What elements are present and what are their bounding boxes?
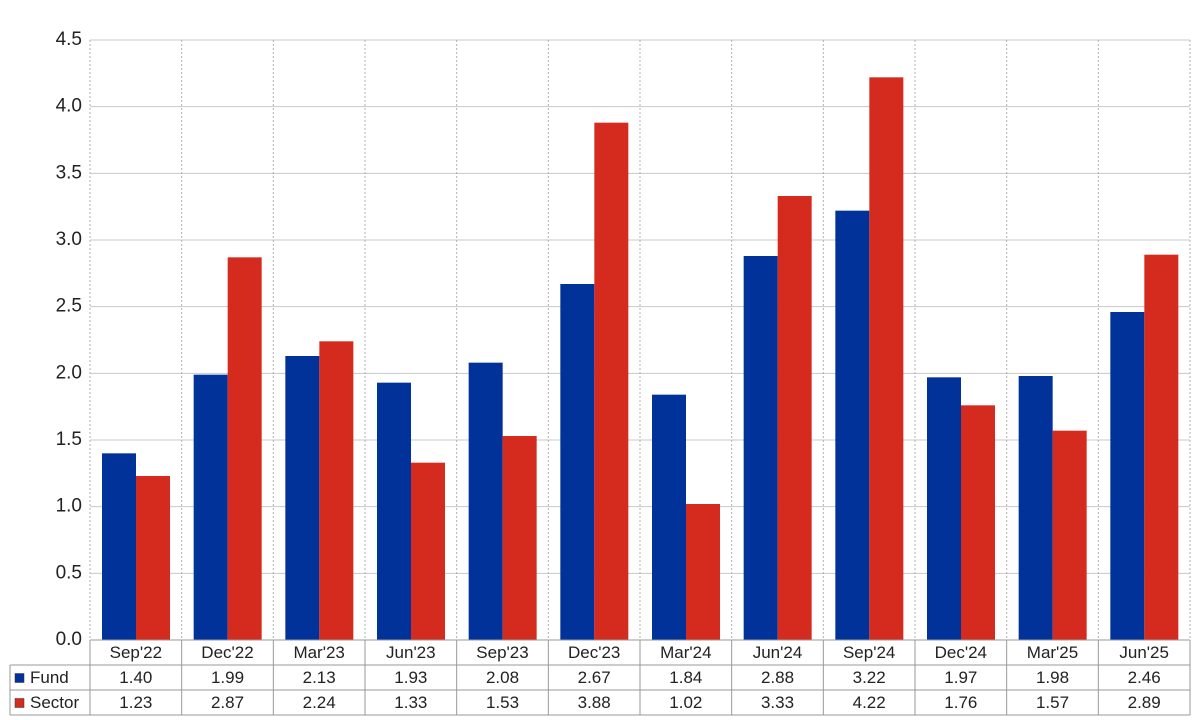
table-value: 1.02 [669, 693, 702, 712]
x-tick-label: Sep'22 [110, 643, 162, 662]
table-value: 2.46 [1128, 668, 1161, 687]
y-tick-label: 4.0 [56, 96, 82, 117]
y-tick-label: 4.5 [56, 29, 82, 50]
bar [193, 374, 228, 640]
y-tick-label: 3.0 [56, 229, 82, 250]
bar [686, 504, 720, 640]
x-tick-label: Mar'25 [1027, 643, 1078, 662]
x-tick-label: Dec'23 [568, 643, 620, 662]
bar [777, 196, 812, 640]
table-value: 3.88 [578, 693, 611, 712]
table-value: 2.24 [303, 693, 336, 712]
table-value: 1.99 [211, 668, 244, 687]
table-value: 1.98 [1036, 668, 1069, 687]
bar [652, 394, 686, 640]
x-tick-label: Mar'24 [660, 643, 711, 662]
bar [743, 256, 778, 640]
bar [468, 362, 503, 640]
table-value: 3.33 [761, 693, 794, 712]
x-tick-label: Dec'22 [201, 643, 253, 662]
table-value: 2.08 [486, 668, 519, 687]
bar [377, 382, 411, 640]
bar [136, 476, 170, 640]
table-value: 2.13 [303, 668, 336, 687]
x-tick-label: Dec'24 [935, 643, 987, 662]
table-value: 1.53 [486, 693, 519, 712]
table-value: 2.88 [761, 668, 794, 687]
table-value: 2.89 [1128, 693, 1161, 712]
bar [1018, 376, 1053, 640]
x-tick-label: Jun'24 [753, 643, 803, 662]
bar [1052, 430, 1087, 640]
table-value: 1.40 [119, 668, 152, 687]
table-value: 1.97 [944, 668, 977, 687]
table-value: 2.87 [211, 693, 244, 712]
table-value: 3.22 [853, 668, 886, 687]
y-tick-label: 0.0 [56, 629, 82, 650]
legend-label: Sector [30, 693, 79, 712]
bar [285, 356, 320, 640]
bar [560, 284, 595, 640]
y-tick-label: 2.0 [56, 362, 82, 383]
legend-label: Fund [30, 668, 69, 687]
x-tick-label: Sep'23 [476, 643, 528, 662]
y-tick-label: 0.5 [56, 562, 82, 583]
bar [411, 462, 445, 640]
x-tick-label: Sep'24 [843, 643, 895, 662]
y-tick-label: 1.0 [56, 496, 82, 517]
bar [869, 77, 904, 641]
y-tick-label: 3.5 [56, 162, 82, 183]
y-tick-label: 2.5 [56, 296, 82, 317]
table-value: 1.93 [394, 668, 427, 687]
legend-swatch [14, 673, 25, 683]
x-tick-label: Jun'23 [386, 643, 436, 662]
y-tick-label: 1.5 [56, 429, 82, 450]
table-value: 1.84 [669, 668, 702, 687]
bar [102, 453, 136, 640]
bar [1144, 254, 1179, 640]
bar [227, 257, 262, 640]
table-value: 2.67 [578, 668, 611, 687]
bar [319, 341, 354, 640]
x-tick-label: Jun'25 [1119, 643, 1169, 662]
table-value: 1.76 [944, 693, 977, 712]
table-value: 1.33 [394, 693, 427, 712]
legend-swatch [14, 698, 25, 708]
bar [961, 405, 995, 640]
x-tick-label: Mar'23 [293, 643, 344, 662]
table-value: 1.23 [119, 693, 152, 712]
bar [927, 377, 961, 640]
bar [594, 122, 629, 640]
bar [1110, 312, 1145, 640]
table-value: 1.57 [1036, 693, 1069, 712]
bar [835, 210, 870, 640]
bar [502, 436, 537, 640]
table-value: 4.22 [853, 693, 886, 712]
